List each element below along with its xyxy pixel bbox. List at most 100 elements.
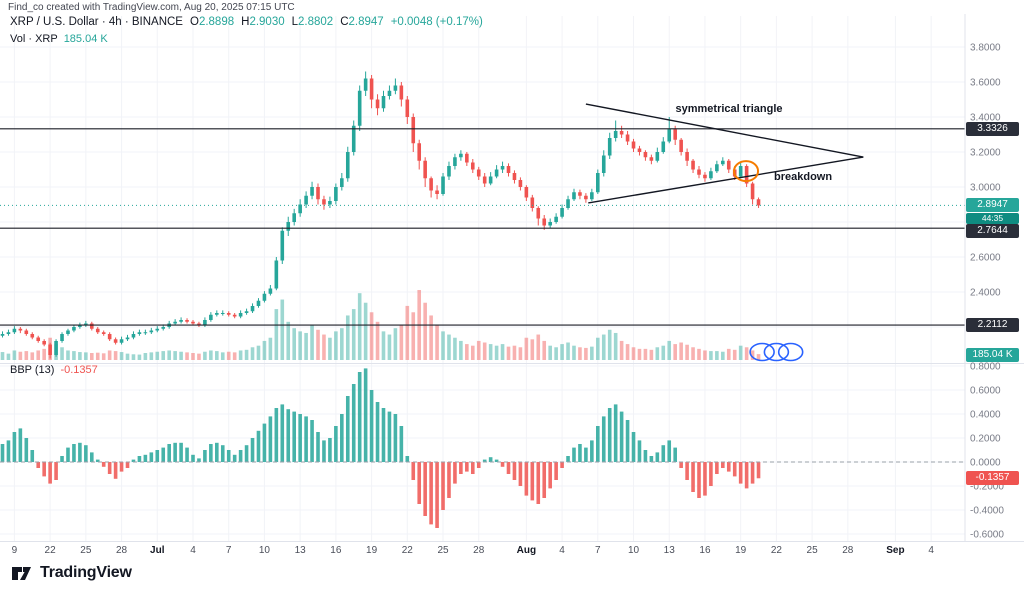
- volume-legend-label[interactable]: Vol · XRP: [10, 33, 58, 45]
- candle-body: [238, 313, 243, 317]
- price-axis[interactable]: 3.8000 3.6000 3.4000 3.2000 3.0000 2.6000 2.40…: [970, 43, 1004, 541]
- price-axis-label: 2.6000: [970, 253, 1001, 264]
- volume-bar: [89, 353, 94, 360]
- candle-body: [280, 230, 285, 261]
- horizontal-level-lines[interactable]: [0, 128, 965, 326]
- symbol-legend: XRP / U.S. Dollar · 4h · BINANCE O2.8898 H…: [10, 16, 483, 28]
- candle-body: [703, 174, 707, 179]
- candle-body: [399, 85, 404, 100]
- bbp-bar: [726, 462, 731, 472]
- candle-body: [643, 152, 648, 158]
- last-price-badge: 2.8947: [966, 198, 1019, 212]
- bbp-bar: [631, 432, 636, 462]
- bbp-bar: [48, 462, 52, 484]
- candle-body: [661, 141, 666, 152]
- volume-bar: [209, 350, 213, 360]
- volume-bar: [393, 328, 398, 360]
- bbp-bar: [155, 450, 160, 462]
- bbp-bar: [185, 447, 189, 462]
- bbp-bar: [476, 462, 481, 468]
- time-axis-label: 13: [295, 545, 307, 556]
- volume-bar: [101, 353, 106, 360]
- symbol-title[interactable]: XRP / U.S. Dollar · 4h · BINANCE: [10, 16, 183, 28]
- bbp-bar: [232, 454, 237, 462]
- time-axis-label: 13: [664, 545, 676, 556]
- candle-body: [393, 85, 398, 91]
- bbp-bar: [429, 462, 433, 525]
- bbp-bar: [101, 462, 106, 467]
- volume-highlight-circle[interactable]: [763, 342, 790, 362]
- price-axis-label: 3.2000: [970, 148, 1001, 159]
- volume-bar: [113, 351, 118, 360]
- candle-body: [607, 138, 612, 156]
- breakdown-ellipse[interactable]: [733, 160, 760, 183]
- volume-bar: [470, 345, 475, 360]
- candle-body: [590, 192, 594, 200]
- volume-bar: [60, 347, 64, 360]
- candle-body: [673, 129, 677, 140]
- candle-body: [512, 173, 517, 180]
- volume-bar: [292, 328, 296, 360]
- level-badge-3-3326: 3.3326: [966, 122, 1019, 136]
- time-axis[interactable]: 9 22 25 28 Jul 4 7 10 13 16 19 22 25 28 Aug 4 7 10 13 16 19 2…: [12, 545, 935, 556]
- bbp-bar: [310, 420, 314, 462]
- volume-bar: [590, 346, 594, 360]
- candle-body: [18, 328, 23, 331]
- bbp-bar: [715, 462, 719, 474]
- bbp-bar: [12, 432, 17, 462]
- volume-bar: [703, 350, 707, 360]
- volume-highlight-circle[interactable]: [777, 342, 804, 362]
- bbp-bar: [334, 426, 338, 462]
- volume-bar: [179, 351, 183, 360]
- bbp-bar: [357, 372, 362, 462]
- candle-body: [89, 323, 94, 329]
- candle-body: [232, 314, 237, 317]
- bbp-bar: [518, 462, 523, 486]
- volume-bar: [107, 350, 112, 360]
- candle-body: [536, 208, 541, 219]
- candle-body: [548, 222, 552, 226]
- bbp-bar: [167, 444, 171, 462]
- ohlc-low: L2.8802: [291, 16, 334, 28]
- candle-body: [137, 332, 142, 334]
- candle-body: [554, 216, 558, 222]
- bbp-bar: [369, 390, 374, 462]
- candle-body: [613, 131, 618, 138]
- volume-bar: [274, 309, 279, 360]
- level-badge-2-2112: 2.2112: [966, 318, 1019, 332]
- volume-bar: [560, 344, 564, 360]
- level-badge-2-7644: 2.7644: [966, 224, 1019, 238]
- bbp-legend-label[interactable]: BBP (13): [10, 364, 55, 376]
- bbp-bar: [161, 447, 166, 462]
- volume-bar: [304, 332, 308, 360]
- drawing-annotations[interactable]: [585, 103, 864, 362]
- candle-body: [530, 197, 535, 208]
- volume-bar: [286, 321, 291, 360]
- volume-bar: [84, 352, 88, 360]
- symmetrical-triangle-label[interactable]: symmetrical triangle: [675, 103, 783, 115]
- tradingview-logo[interactable]: TradingView: [10, 561, 132, 584]
- bbp-bar: [203, 450, 207, 462]
- volume-bar: [631, 347, 636, 360]
- bbp-bar: [411, 462, 416, 480]
- candle-body: [459, 153, 463, 158]
- time-axis-label: 28: [842, 545, 854, 556]
- time-axis-label: 10: [259, 545, 271, 556]
- trend-line[interactable]: [585, 103, 864, 158]
- bbp-bar: [453, 462, 457, 484]
- trend-line[interactable]: [588, 156, 864, 204]
- volume-bar: [554, 347, 558, 360]
- bbp-bar: [30, 450, 35, 462]
- breakdown-label[interactable]: breakdown: [774, 171, 833, 183]
- bbp-axis-label: -0.6000: [970, 530, 1004, 541]
- ohlc-open: O2.8898: [189, 16, 235, 28]
- time-axis-label: 25: [807, 545, 819, 556]
- volume-bar: [244, 349, 249, 360]
- candle-body: [191, 321, 195, 324]
- volume-bar: [601, 334, 606, 360]
- volume-highlight-circle[interactable]: [749, 342, 775, 362]
- volume-bar: [405, 305, 410, 360]
- volume-bar: [506, 346, 511, 360]
- bbp-bar: [679, 462, 683, 468]
